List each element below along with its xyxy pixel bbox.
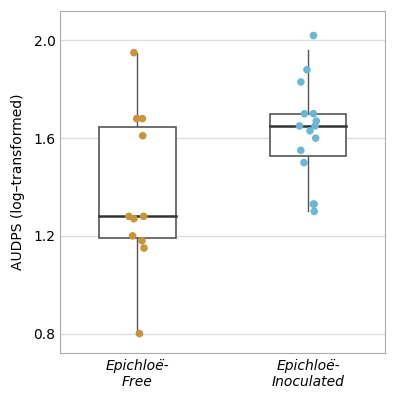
Point <box>311 208 318 215</box>
Point <box>139 238 145 244</box>
Point <box>298 79 304 85</box>
Point <box>131 50 137 56</box>
Point <box>310 110 316 117</box>
Point <box>312 135 319 141</box>
Point <box>296 123 303 129</box>
Point <box>139 116 145 122</box>
FancyBboxPatch shape <box>99 127 176 238</box>
Point <box>312 123 318 129</box>
Point <box>129 233 136 239</box>
Point <box>311 201 317 207</box>
Point <box>310 32 317 39</box>
Point <box>298 147 304 154</box>
Point <box>131 216 137 222</box>
Point <box>310 201 316 207</box>
Point <box>126 213 132 220</box>
Y-axis label: AUDPS (log–transformed): AUDPS (log–transformed) <box>11 94 25 270</box>
Point <box>313 118 320 124</box>
Point <box>141 213 147 220</box>
Point <box>141 245 147 251</box>
Point <box>301 159 307 166</box>
Point <box>136 330 143 337</box>
Point <box>140 132 146 139</box>
FancyBboxPatch shape <box>270 114 346 156</box>
Point <box>304 66 310 73</box>
Point <box>307 128 313 134</box>
Point <box>301 110 308 117</box>
Point <box>133 116 140 122</box>
